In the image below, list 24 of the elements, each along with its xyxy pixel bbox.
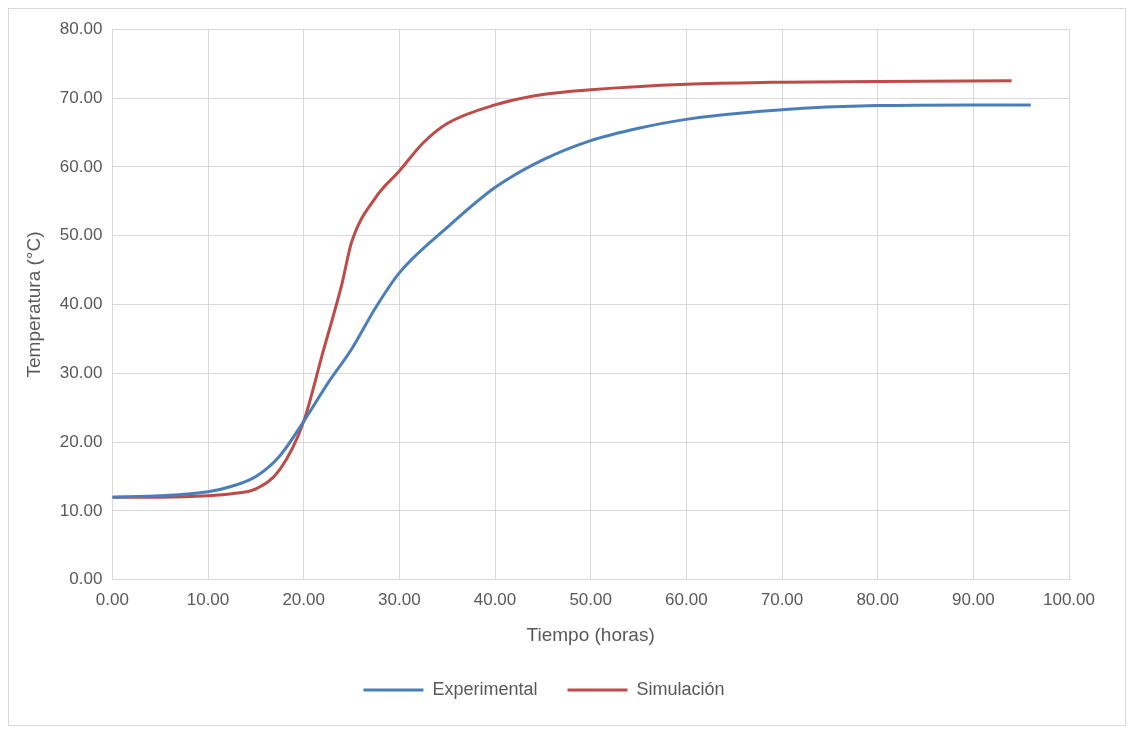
y-tick-label: 0.00	[69, 569, 103, 589]
y-axis-title: Temperatura (°C)	[22, 231, 44, 378]
x-axis-title: Tiempo (horas)	[526, 623, 655, 645]
legend-label: Simulación	[636, 678, 725, 699]
x-tick-label: 80.00	[856, 589, 899, 609]
y-tick-label: 20.00	[59, 431, 103, 451]
x-tick-label: 90.00	[952, 589, 995, 609]
x-tick-label: 40.00	[473, 589, 517, 609]
x-tick-label: 10.00	[186, 589, 230, 609]
y-tick-label: 70.00	[59, 87, 103, 107]
x-tick-label: 70.00	[760, 589, 804, 609]
x-tick-label: 20.00	[282, 589, 325, 609]
y-tick-label: 50.00	[59, 225, 103, 245]
x-tick-label: 0.00	[95, 589, 129, 609]
x-tick-label: 50.00	[569, 589, 612, 609]
x-tick-label: 30.00	[378, 589, 421, 609]
y-tick-label: 60.00	[59, 156, 103, 176]
y-tick-label: 80.00	[59, 18, 103, 38]
legend-label: Experimental	[432, 678, 538, 699]
y-tick-label: 10.00	[59, 500, 103, 520]
y-tick-label: 30.00	[59, 363, 103, 383]
y-tick-label: 40.00	[59, 294, 103, 314]
x-tick-label: 60.00	[665, 589, 708, 609]
x-tick-label: 100.00	[1043, 589, 1095, 609]
